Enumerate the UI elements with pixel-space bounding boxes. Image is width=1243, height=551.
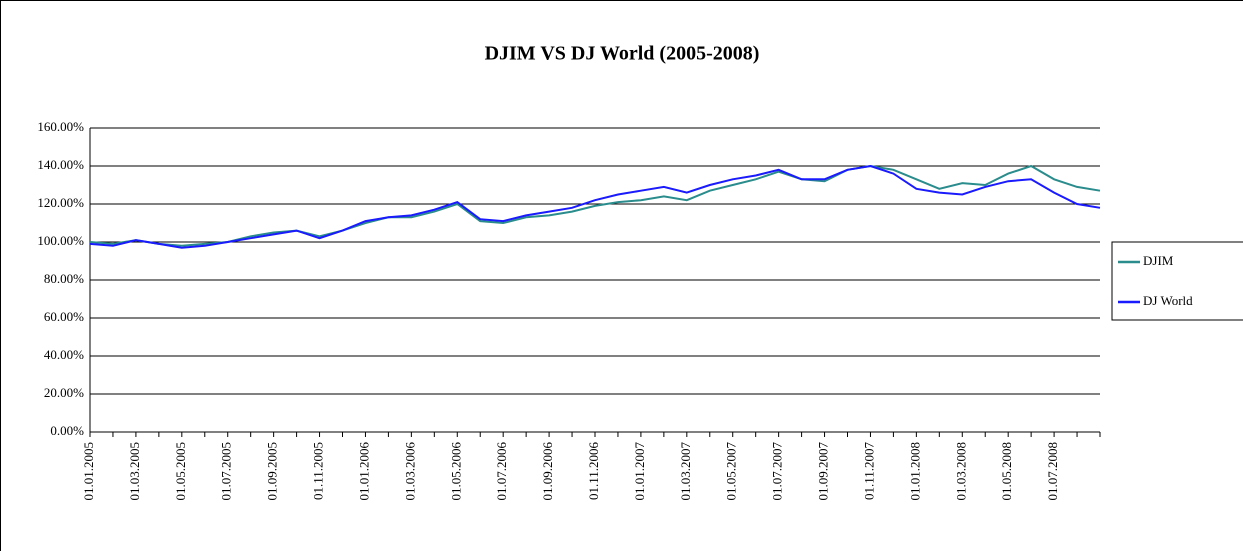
x-tick-label: 01.01.2008 [907, 442, 922, 501]
x-tick-label: 01.11.2005 [311, 442, 326, 500]
x-tick-label: 01.09.2005 [265, 442, 280, 501]
x-tick-label: 01.03.2007 [678, 442, 693, 501]
y-tick-label: 120.00% [37, 195, 84, 210]
x-tick-label: 01.09.2006 [540, 442, 555, 501]
y-tick-label: 80.00% [44, 271, 84, 286]
y-tick-label: 140.00% [37, 157, 84, 172]
x-tick-label: 01.05.2008 [999, 442, 1014, 501]
legend-label: DJIM [1143, 253, 1174, 268]
x-tick-label: 01.07.2008 [1045, 442, 1060, 501]
x-tick-label: 01.11.2006 [586, 442, 601, 501]
x-tick-label: 01.09.2007 [816, 442, 831, 501]
chart-title: DJIM VS DJ World (2005-2008) [485, 43, 760, 65]
x-tick-label: 01.05.2006 [448, 441, 463, 500]
x-tick-label: 01.03.2006 [402, 442, 417, 501]
x-tick-label: 01.05.2005 [173, 442, 188, 501]
y-tick-label: 160.00% [37, 119, 84, 134]
x-tick-label: 01.11.2007 [861, 442, 876, 501]
x-tick-label: 01.03.2008 [953, 442, 968, 501]
legend-box [1111, 241, 1243, 321]
x-tick-label: 01.03.2005 [127, 442, 142, 501]
series-line [89, 164, 1101, 249]
x-tick-label: 01.07.2007 [770, 442, 785, 501]
series-line [89, 164, 1101, 247]
x-tick-label: 01.05.2007 [724, 442, 739, 501]
x-tick-label: 01.01.2006 [356, 442, 371, 501]
x-tick-label: 01.07.2006 [494, 442, 509, 501]
x-tick-label: 01.07.2005 [219, 442, 234, 501]
y-tick-label: 0.00% [50, 423, 84, 438]
y-tick-label: 60.00% [44, 309, 84, 324]
y-tick-label: 40.00% [44, 347, 84, 362]
x-tick-label: 01.01.2007 [632, 442, 647, 501]
y-tick-label: 100.00% [37, 233, 84, 248]
y-tick-label: 20.00% [44, 385, 84, 400]
legend-label: DJ World [1143, 293, 1193, 308]
x-tick-label: 01.01.2005 [81, 442, 96, 501]
